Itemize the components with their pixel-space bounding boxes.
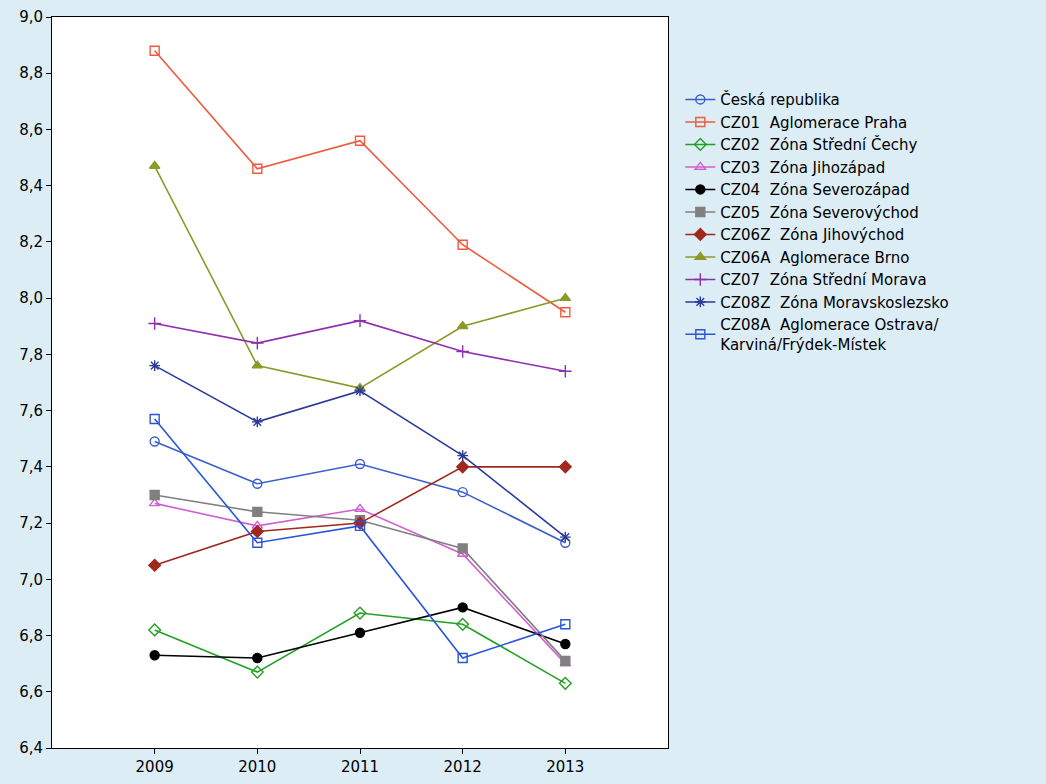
- svg-text:2012: 2012: [444, 758, 482, 776]
- svg-text:8,0: 8,0: [19, 289, 43, 307]
- svg-text:CZ05 Zóna Severovýchod: CZ05 Zóna Severovýchod: [720, 204, 918, 222]
- svg-text:CZ07 Zóna Střední Morava: CZ07 Zóna Střední Morava: [720, 271, 926, 289]
- svg-text:2010: 2010: [238, 758, 276, 776]
- svg-text:6,6: 6,6: [19, 683, 43, 701]
- svg-text:7,6: 7,6: [19, 402, 43, 420]
- svg-text:CZ06Z Zóna Jihovýchod: CZ06Z Zóna Jihovýchod: [720, 226, 904, 244]
- svg-text:8,6: 8,6: [19, 121, 43, 139]
- svg-text:Česká republika: Česká republika: [720, 90, 839, 109]
- svg-text:CZ08Z Zóna Moravskoslezsko: CZ08Z Zóna Moravskoslezsko: [720, 294, 948, 312]
- svg-text:8,2: 8,2: [19, 233, 43, 251]
- svg-text:7,0: 7,0: [19, 571, 43, 589]
- svg-text:CZ02 Zóna Střední Čechy: CZ02 Zóna Střední Čechy: [720, 135, 917, 154]
- svg-text:7,2: 7,2: [19, 514, 43, 532]
- svg-text:6,4: 6,4: [19, 739, 43, 757]
- svg-text:CZ01 Aglomerace Praha: CZ01 Aglomerace Praha: [720, 114, 907, 132]
- svg-text:CZ04 Zóna Severozápad: CZ04 Zóna Severozápad: [720, 181, 909, 199]
- svg-text:2009: 2009: [136, 758, 174, 776]
- svg-text:CZ06A Aglomerace Brno: CZ06A Aglomerace Brno: [720, 249, 909, 267]
- svg-text:7,8: 7,8: [19, 346, 43, 364]
- svg-text:7,4: 7,4: [19, 458, 43, 476]
- svg-text:2013: 2013: [546, 758, 584, 776]
- svg-text:8,4: 8,4: [19, 177, 43, 195]
- svg-text:6,8: 6,8: [19, 627, 43, 645]
- svg-text:8,8: 8,8: [19, 64, 43, 82]
- svg-text:2011: 2011: [341, 758, 379, 776]
- svg-text:CZ08A Aglomerace Ostrava/Karv: CZ08A Aglomerace Ostrava/Karviná/Frýdek-…: [720, 316, 939, 354]
- svg-text:9,0: 9,0: [19, 8, 43, 26]
- svg-text:CZ03 Zóna Jihozápad: CZ03 Zóna Jihozápad: [720, 159, 885, 177]
